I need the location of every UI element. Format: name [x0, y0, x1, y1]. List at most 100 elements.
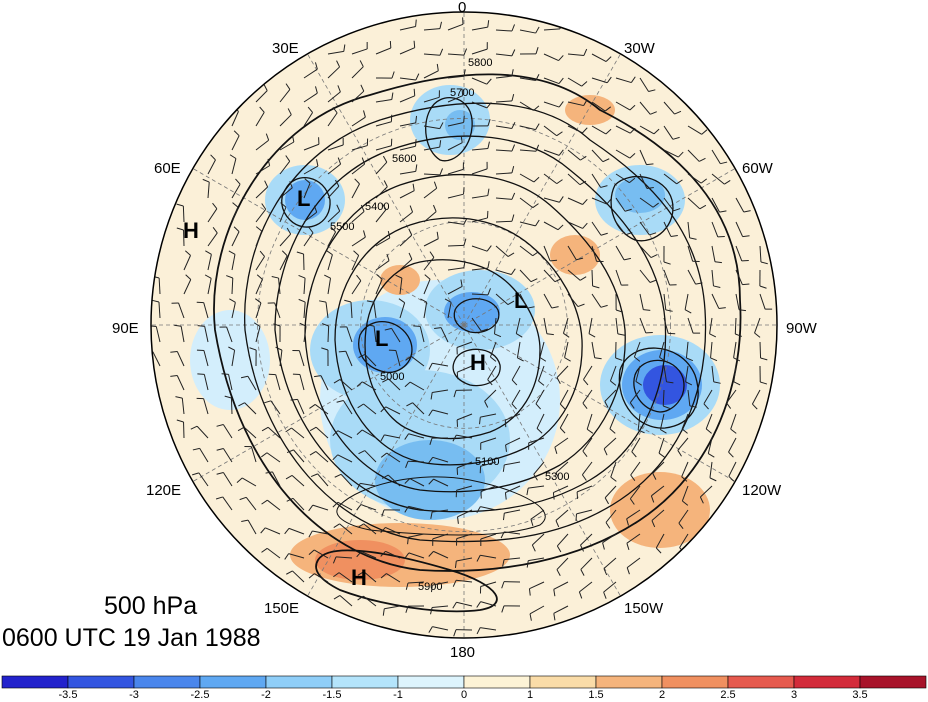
wind-barb-flag [650, 495, 655, 503]
wind-barb [423, 211, 437, 223]
wind-barb [361, 429, 377, 439]
wind-barb-flag [529, 613, 532, 621]
wind-barb [399, 47, 415, 55]
wind-barb [207, 182, 210, 199]
wind-barb [567, 293, 579, 307]
colorbar-tick-label: 3 [790, 689, 798, 701]
contour-label: 5900 [418, 581, 442, 593]
wind-barb [432, 389, 449, 393]
wind-barb [703, 389, 713, 405]
wind-barb-flag [316, 159, 319, 167]
wind-barb [505, 413, 521, 421]
wind-barb-flag [439, 140, 442, 148]
wind-barb [567, 173, 581, 186]
wind-barb [615, 101, 631, 111]
wind-barb-flag [511, 94, 515, 102]
wind-barb [207, 254, 212, 271]
wind-barb [639, 317, 647, 334]
wind-barb-flag [261, 426, 269, 432]
wind-barb [639, 101, 651, 115]
wind-barb-flag [605, 56, 612, 62]
wind-barb-flag [603, 568, 608, 576]
wind-barb-flag [210, 154, 216, 161]
wind-barb-flag [511, 214, 515, 222]
wind-barb-flag [510, 268, 516, 275]
wind-barb [327, 185, 340, 199]
wind-barb [564, 341, 569, 358]
wind-barb-flag [360, 84, 365, 92]
colorbar-box [331, 675, 399, 689]
wind-barb [663, 125, 674, 140]
wind-barb-flag [254, 298, 262, 304]
wind-barb-flag [436, 231, 439, 239]
wind-barb [203, 374, 209, 391]
wind-barb-flag [605, 522, 611, 529]
wind-barb [471, 293, 489, 296]
wind-barb [375, 260, 390, 271]
wind-barb [279, 350, 283, 367]
wind-barb-flag [298, 298, 306, 303]
wind-barb-flag [600, 232, 608, 236]
wind-barb [255, 112, 265, 127]
wind-barb-flag [415, 139, 417, 147]
wind-barb-flag [286, 570, 293, 575]
wind-barb [338, 572, 353, 583]
wind-barb-flag [382, 155, 388, 163]
wind-barb [423, 187, 438, 199]
wind-barb-flag [228, 346, 235, 351]
wind-barb-flag [684, 309, 692, 314]
colorbar-tick-label: -3 [129, 689, 139, 701]
wind-barb-flag [321, 347, 329, 351]
wind-barb-flag [415, 73, 420, 81]
wind-barb [182, 205, 185, 223]
wind-barb-flag [531, 544, 536, 552]
wind-barb-flag [192, 472, 200, 476]
wind-barb [553, 605, 569, 614]
wind-barb-flag [676, 179, 683, 185]
wind-barb-flag [308, 530, 313, 538]
wind-barb-flag [742, 283, 750, 286]
wind-barb-flag [530, 519, 534, 527]
wind-barb [471, 101, 488, 109]
wind-barb [339, 379, 353, 391]
wind-barb [567, 245, 577, 260]
wind-barb [375, 161, 388, 175]
wind-barb-flag [174, 324, 182, 327]
wind-barb [409, 381, 425, 391]
wind-barb-flag [526, 488, 529, 496]
wind-barb [556, 365, 569, 378]
wind-barb-flag [532, 203, 539, 209]
wind-barb-flag [332, 556, 337, 564]
wind-barb [255, 279, 263, 295]
wind-barb [255, 90, 268, 103]
wind-barb [399, 95, 415, 103]
wind-barb-flag [309, 451, 317, 456]
wind-barb [180, 326, 185, 343]
wind-barb-flag [563, 332, 570, 338]
wind-barb [327, 163, 341, 175]
wind-barb [519, 221, 536, 227]
wind-barb-flag [428, 409, 433, 417]
wind-barb [432, 626, 449, 631]
wind-barb-flag [296, 251, 304, 255]
wind-barb-flag [663, 261, 671, 265]
wind-barb-flag [357, 595, 364, 601]
wind-barb [203, 350, 209, 367]
wind-barb-flag [321, 323, 329, 327]
wind-barb-flag [652, 202, 659, 208]
wind-barb [337, 454, 353, 463]
wind-barb-flag [391, 92, 394, 100]
wind-barb [711, 269, 714, 286]
high-center-pacific: H [351, 565, 367, 590]
wind-barb [687, 173, 702, 184]
wind-barb-flag [215, 496, 223, 500]
wind-barb-flag [444, 298, 452, 303]
wind-barb-flag [604, 401, 609, 408]
wind-barb-flag [216, 424, 224, 427]
wind-barb-flag [343, 44, 346, 52]
wind-barb-flag [511, 379, 518, 386]
wind-barb [580, 533, 593, 546]
wind-barb-flag [689, 237, 697, 240]
wind-barb [231, 111, 239, 127]
wind-barb [480, 601, 497, 607]
